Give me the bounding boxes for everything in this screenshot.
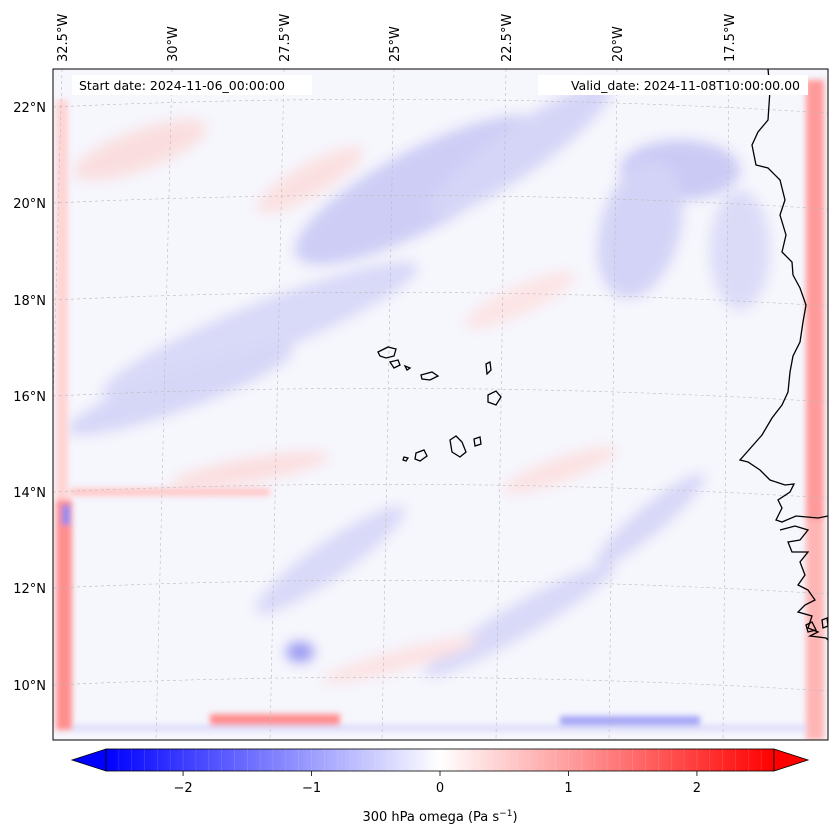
parallel-gridline bbox=[53, 194, 828, 210]
longitude-labels: 32.5°W 30°W 27.5°W 25°W 22.5°W 20°W 17.5°W bbox=[56, 14, 738, 62]
omega-field bbox=[67, 83, 770, 683]
colorbar-label: 300 hPa omega (Pa s−1) bbox=[362, 809, 517, 825]
longitude-label: 20°W bbox=[611, 26, 626, 62]
colorbar-extend-high bbox=[773, 748, 810, 772]
info-box-valid: Valid_date: 2024-11-08T10:00:00.00 bbox=[538, 75, 808, 95]
meridian-gridline bbox=[381, 69, 395, 740]
parallel-gridline bbox=[53, 676, 828, 692]
longitude-label: 32.5°W bbox=[56, 14, 71, 62]
gridlines bbox=[53, 69, 828, 740]
meridian-gridline bbox=[608, 69, 618, 740]
longitude-label: 27.5°W bbox=[278, 14, 293, 62]
latitude-labels: 22°N 20°N 18°N 16°N 14°N 12°N 10°N bbox=[13, 101, 46, 694]
colorbar-level-lines bbox=[118, 749, 762, 771]
start-date-label: Start date: 2024-11-06_00:00:00 bbox=[79, 78, 285, 93]
latitude-label: 10°N bbox=[13, 679, 46, 694]
coastline bbox=[377, 69, 828, 641]
colorbar-tick-label: 1 bbox=[564, 781, 572, 796]
parallel-gridline bbox=[53, 98, 828, 114]
colorbar-tick-label: 0 bbox=[436, 781, 444, 796]
parallel-gridline bbox=[53, 579, 828, 595]
meridian-gridline bbox=[495, 69, 507, 740]
latitude-label: 16°N bbox=[13, 390, 46, 405]
latitude-label: 20°N bbox=[13, 197, 46, 212]
longitude-label: 22.5°W bbox=[500, 14, 515, 62]
colorbar-tick-label: 2 bbox=[693, 781, 701, 796]
meridian-gridline bbox=[269, 69, 285, 740]
parallel-gridline bbox=[53, 483, 828, 499]
map-frame bbox=[52, 68, 829, 741]
colorbar-tick-label: −2 bbox=[173, 781, 192, 796]
valid-date-label: Valid_date: 2024-11-08T10:00:00.00 bbox=[571, 78, 800, 93]
parallel-gridline bbox=[53, 387, 828, 403]
longitude-label: 30°W bbox=[166, 26, 181, 62]
latitude-label: 18°N bbox=[13, 294, 46, 309]
map-panel: Start date: 2024-11-06_00:00:00 Valid_da… bbox=[52, 68, 829, 741]
parallel-gridline bbox=[53, 291, 828, 307]
colorbar: −2 −1 0 1 2 300 hPa omega (Pa s−1) bbox=[70, 748, 810, 825]
colorbar-ticks: −2 −1 0 1 2 bbox=[173, 771, 701, 796]
latitude-label: 12°N bbox=[13, 582, 46, 597]
colorbar-tick-label: −1 bbox=[302, 781, 321, 796]
latitude-label: 14°N bbox=[13, 486, 46, 501]
colorbar-extend-low bbox=[70, 748, 107, 772]
info-box-start: Start date: 2024-11-06_00:00:00 bbox=[72, 75, 312, 95]
latitude-label: 22°N bbox=[13, 101, 46, 116]
longitude-label: 17.5°W bbox=[723, 14, 738, 62]
meridian-gridline bbox=[722, 69, 730, 740]
meridian-gridline bbox=[155, 69, 173, 740]
longitude-label: 25°W bbox=[388, 26, 403, 62]
